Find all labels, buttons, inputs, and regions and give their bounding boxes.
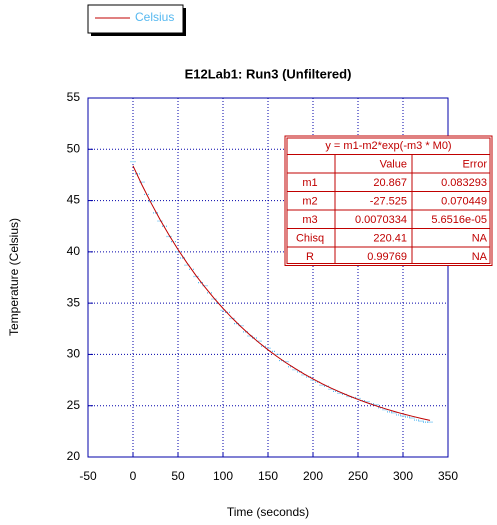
y-tick-label: 35	[67, 295, 81, 309]
row-label: m3	[302, 214, 317, 226]
y-tick-label: 25	[67, 398, 81, 412]
table-cell: NA	[472, 251, 488, 263]
fit-table: y = m1-m2*exp(-m3 * M0) Value Error m1 20.86…	[284, 135, 493, 266]
x-axis-label: Time (seconds)	[227, 505, 309, 519]
chart-title: E12Lab1: Run3 (Unfiltered)	[185, 66, 352, 81]
x-tick-label: 300	[393, 469, 413, 483]
table-cell: -27.525	[370, 196, 407, 208]
x-tick-label: 0	[130, 469, 137, 483]
x-tick-label: -50	[79, 469, 97, 483]
table-frame-inner	[286, 137, 491, 264]
row-label: m2	[302, 196, 317, 208]
x-tick-label: 350	[438, 469, 458, 483]
equation: y = m1-m2*exp(-m3 * M0)	[325, 140, 451, 152]
x-tick-label: 50	[171, 469, 185, 483]
y-tick-label: 50	[67, 141, 81, 155]
table-cell: NA	[472, 233, 488, 245]
legend-label: Celsius	[135, 10, 174, 24]
table-cell: 220.41	[373, 233, 407, 245]
x-tick-label: 250	[348, 469, 368, 483]
row-label: Chisq	[296, 233, 324, 245]
row-label: R	[306, 251, 314, 263]
y-tick-label: 30	[67, 347, 81, 361]
y-tick-label: 55	[67, 90, 81, 104]
legend-box	[87, 4, 184, 34]
fit-curve	[132, 165, 431, 421]
x-tick-label: 100	[213, 469, 233, 483]
y-tick-label: 40	[67, 244, 81, 258]
row-label: m1	[302, 177, 317, 189]
table-cell: 5.6516e-05	[431, 214, 487, 226]
table-cell: 0.083293	[441, 177, 487, 189]
table-frame	[284, 135, 493, 266]
table-cell: 0.99769	[367, 251, 407, 263]
plot-frame	[87, 97, 449, 458]
y-tick-label: 45	[67, 193, 81, 207]
table-cell: 0.070449	[441, 196, 487, 208]
x-tick-label: 200	[303, 469, 323, 483]
table-cell: 20.867	[373, 177, 407, 189]
y-axis-label: Temperature (Celsius)	[7, 218, 21, 336]
column-header: Value	[380, 159, 407, 171]
x-tick-label: 150	[258, 469, 278, 483]
table-cell: 0.0070334	[355, 214, 407, 226]
y-tick-label: 20	[67, 449, 81, 463]
column-header: Error	[463, 159, 488, 171]
